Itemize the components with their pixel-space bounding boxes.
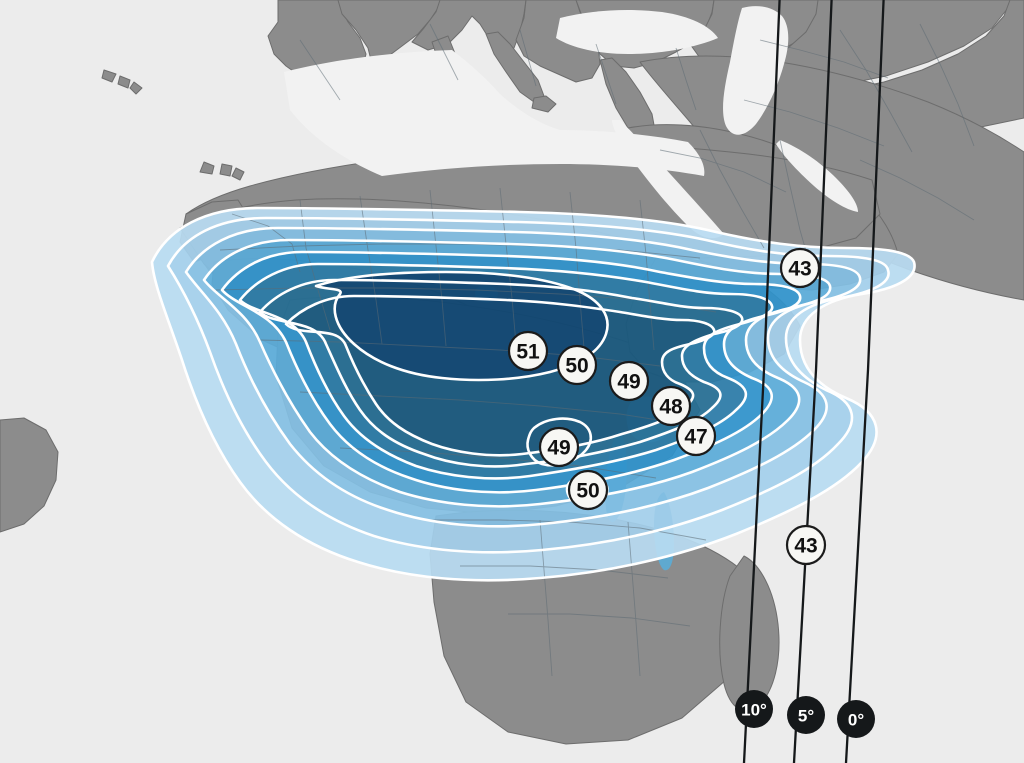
badge-circle [608, 360, 650, 402]
contour-value-badge: 49 [538, 426, 580, 468]
elevation-angle-text: 0° [848, 711, 864, 730]
water-persiangulf [776, 140, 858, 212]
elevation-line-5deg [792, 0, 833, 763]
contour-value-text: 49 [617, 371, 640, 394]
contour-value-text: 48 [659, 396, 683, 419]
contour-value-text: 47 [684, 426, 707, 449]
contour-value-text: 51 [516, 341, 540, 364]
badge-circle [787, 696, 825, 734]
contour-value-badge: 48 [650, 385, 692, 427]
badge-circle [735, 690, 773, 728]
contour-line-43 [150, 206, 916, 582]
contour-line-47 [220, 250, 802, 494]
contour-line-46 [202, 238, 832, 508]
contour-value-badge: 47 [675, 415, 717, 457]
elevation-angle-badge: 5° [787, 696, 825, 734]
contour-value-text: 50 [565, 355, 588, 378]
elevation-angle-text: 10° [741, 701, 767, 720]
water-redsea [612, 120, 724, 239]
contour-line-50-main [284, 294, 716, 457]
badge-circle [779, 247, 821, 289]
contour-value-badge: 43 [779, 247, 821, 289]
elevation-line-0deg [844, 0, 885, 763]
elevation-label-group: 10° 5° 0° [735, 690, 875, 738]
water-mediterranean [284, 50, 705, 176]
elevation-angle-text: 5° [798, 707, 814, 726]
contour-value-badge: 50 [567, 469, 609, 511]
land-sicily [531, 95, 557, 113]
contour-value-badge: 43 [785, 524, 827, 566]
contour-value-text: 43 [794, 535, 817, 558]
badge-circle [837, 700, 875, 738]
badge-circle [538, 426, 580, 468]
water-caspian [723, 6, 789, 135]
elevation-angle-lines [742, 0, 885, 763]
contour-value-text: 49 [547, 437, 570, 460]
land-southamerica-edge [0, 417, 59, 533]
contour-value-badge: 49 [608, 360, 650, 402]
contour-value-badge: 50 [556, 344, 598, 386]
elevation-line-10deg [742, 0, 781, 763]
badge-circle [556, 344, 598, 386]
contour-line-44 [166, 216, 890, 554]
badge-circle [650, 385, 692, 427]
contour-line-45 [184, 226, 862, 528]
badge-circle [675, 415, 717, 457]
badge-circle [785, 524, 827, 566]
contour-value-text: 50 [576, 480, 599, 503]
contour-value-text: 43 [788, 258, 811, 281]
elevation-angle-badge: 10° [735, 690, 773, 728]
contour-line-49-main [258, 278, 744, 468]
contour-line-48 [238, 262, 774, 480]
elevation-angle-badge: 0° [837, 700, 875, 738]
badge-circle [507, 330, 549, 372]
land-canary-islands [199, 161, 245, 181]
badge-circle [567, 469, 609, 511]
land-capeverde-islands [101, 69, 143, 95]
contour-value-badge: 51 [507, 330, 549, 372]
water-blacksea [556, 10, 718, 54]
